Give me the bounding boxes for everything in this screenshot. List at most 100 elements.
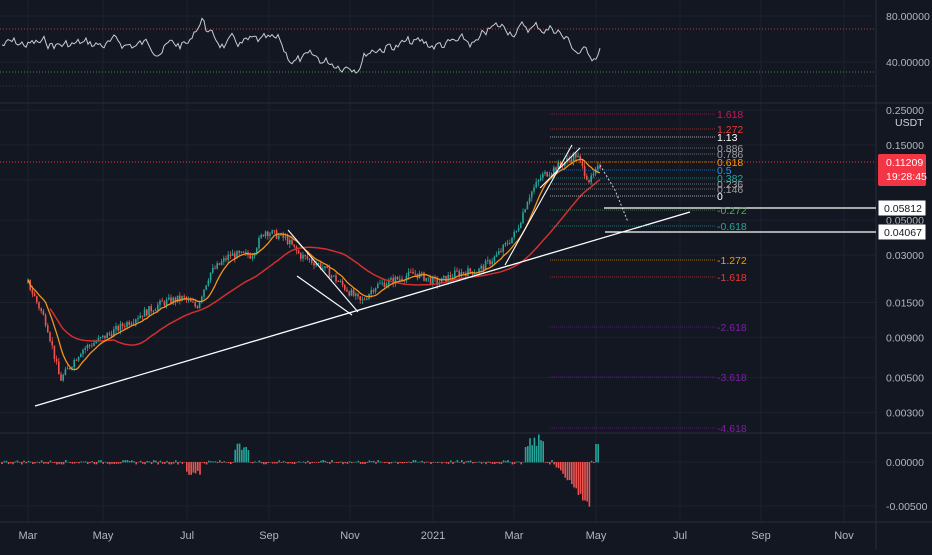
candle-body [489, 260, 491, 265]
candle-body [170, 297, 172, 304]
fib-level-label: -3.618 [717, 372, 747, 384]
candle-body [115, 325, 117, 330]
candle-body [75, 360, 78, 361]
macd-histogram-bar [494, 462, 496, 464]
candle-body [344, 285, 346, 290]
macd-histogram-bar [197, 462, 199, 471]
channel-line [504, 144, 573, 266]
macd-histogram-bar [375, 462, 377, 464]
macd-histogram-bar [95, 462, 98, 465]
candle-body [423, 272, 425, 281]
time-axis-label: Jul [673, 530, 687, 542]
macd-histogram-bar [111, 462, 113, 464]
candle-body [513, 231, 515, 238]
candle-body [352, 289, 355, 296]
candle-body [361, 299, 364, 301]
macd-histogram-bar [337, 462, 340, 464]
macd-histogram-bar [192, 462, 195, 473]
macd-histogram-bar [476, 461, 478, 463]
macd-histogram-bar [544, 462, 547, 463]
candle-body [113, 329, 115, 337]
candle-body [390, 277, 392, 280]
candle-body [152, 310, 155, 312]
fib-level-label: -1.272 [717, 255, 747, 267]
macd-histogram-bar [128, 461, 131, 463]
candle-body [467, 268, 469, 277]
macd-histogram-bar [344, 462, 346, 464]
candle-body [588, 179, 590, 183]
candle-body [124, 326, 126, 328]
macd-histogram-bar [410, 462, 412, 464]
candle-body [535, 182, 537, 188]
macd-histogram-bar [562, 462, 564, 474]
candle-body [110, 333, 113, 337]
macd-histogram-bar [3, 461, 5, 463]
macd-histogram-bar [153, 460, 155, 463]
macd-histogram-bar [553, 462, 555, 465]
fib-level-label: -0.618 [717, 221, 747, 233]
time-axis-label: Mar [19, 530, 38, 542]
macd-histogram-bar [524, 447, 527, 463]
candle-body [388, 279, 390, 285]
macd-histogram-bar [555, 462, 558, 468]
candle-body [498, 251, 500, 255]
candle-body [179, 295, 181, 301]
candle-body [410, 271, 412, 273]
candle-body [104, 335, 106, 339]
macd-pane [1, 434, 599, 507]
candle-body [271, 230, 273, 234]
macd-histogram-bar [216, 462, 219, 464]
candle-body [282, 233, 284, 238]
macd-histogram-bar [379, 461, 382, 463]
macd-histogram-bar [406, 462, 408, 463]
candle-body [77, 356, 80, 361]
candle-body [264, 231, 267, 237]
candle-body [99, 337, 102, 338]
macd-histogram-bar [164, 462, 166, 464]
macd-axis-tick: 0.00000 [886, 457, 924, 469]
price-axis-tick: 0.25000 [886, 105, 924, 117]
candle-body [581, 160, 584, 166]
macd-histogram-bar [395, 461, 397, 463]
macd-histogram-bar [489, 462, 492, 464]
candle-body [297, 250, 300, 254]
candle-body [330, 275, 333, 278]
macd-histogram-bar [58, 462, 60, 464]
macd-histogram-bar [573, 462, 575, 488]
macd-histogram-bar [225, 462, 228, 463]
macd-histogram-bar [557, 462, 560, 469]
candle-body [132, 322, 135, 324]
candle-body [60, 374, 62, 381]
candle-body [245, 252, 247, 254]
candle-body [493, 256, 496, 262]
candle-body [363, 299, 366, 301]
macd-histogram-bar [71, 462, 74, 464]
candle-body [293, 244, 295, 247]
macd-histogram-bar [551, 460, 553, 463]
candle-body [172, 297, 174, 304]
macd-histogram-bar [210, 461, 212, 463]
macd-histogram-bar [256, 461, 258, 463]
macd-histogram-bar [549, 462, 551, 465]
candle-body [42, 311, 45, 316]
macd-histogram-bar [265, 462, 267, 465]
candle-body [256, 248, 258, 254]
macd-histogram-bar [502, 460, 505, 463]
macd-histogram-bar [40, 460, 43, 463]
fib-level-label: 0.618 [717, 157, 743, 169]
macd-histogram-bar [47, 462, 49, 464]
macd-histogram-bar [241, 449, 243, 463]
macd-histogram-bar [579, 462, 582, 494]
candle-body [209, 272, 212, 281]
macd-histogram-bar [252, 462, 254, 464]
macd-histogram-bar [540, 440, 542, 463]
fib-level-label: 0.886 [717, 143, 743, 155]
candle-body [33, 293, 36, 297]
macd-histogram-bar [254, 461, 256, 463]
candle-body [537, 180, 540, 183]
candle-body [447, 275, 449, 282]
candle-body [500, 251, 502, 253]
candle-body [557, 162, 559, 171]
